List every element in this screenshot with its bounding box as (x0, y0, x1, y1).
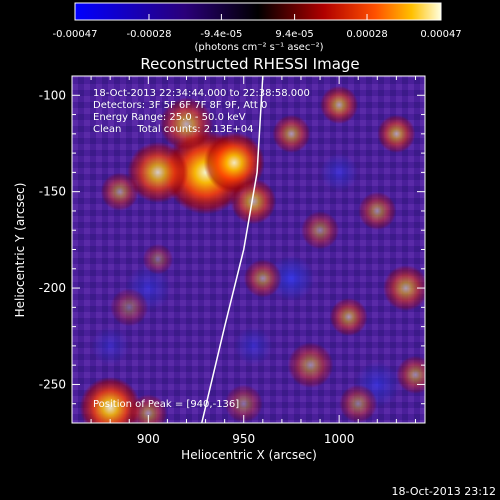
colorbar-tick-label: -0.00028 (126, 29, 171, 40)
y-tick-label: -150 (39, 185, 66, 199)
emission-blob (100, 172, 139, 211)
x-tick-label: 1000 (324, 432, 355, 446)
colorbar-tick-label: -9.4e-05 (200, 29, 242, 40)
x-axis-label: Heliocentric X (arcsec) (181, 448, 317, 462)
cold-spot (320, 153, 359, 192)
colorbar-tick-label: 9.4e-05 (275, 29, 313, 40)
y-tick-label: -200 (39, 281, 66, 295)
emission-blob (110, 288, 149, 327)
emission-blob (129, 394, 168, 423)
colorbar (74, 2, 442, 21)
annotation-detectors: Detectors: 3F 5F 6F 7F 8F 9F, Att 0 (93, 100, 267, 111)
emission-blob (79, 377, 141, 423)
x-axis-ticks: 900 950 1000 (90, 76, 416, 446)
emission-blob (358, 191, 397, 231)
x-tick-label: 900 (137, 432, 160, 446)
footer-timestamp: 18-Oct-2013 23:12 (392, 485, 496, 498)
y-tick-label: -100 (39, 88, 66, 102)
colorbar-tick-label: 0.00047 (420, 29, 461, 40)
emission-blob (300, 211, 340, 250)
emission-blob (329, 297, 368, 337)
emission-blob (243, 259, 282, 298)
peak-label: Position of Peak = [940,-136] (93, 399, 239, 410)
colorbar-tick-label: 0.00028 (346, 29, 387, 40)
y-axis-label: Heliocentric Y (arcsec) (13, 183, 27, 318)
emission-blob (142, 243, 174, 275)
y-tick-label: -250 (39, 377, 66, 391)
emission-blob (159, 97, 214, 151)
cold-spot (268, 255, 315, 302)
cold-spot (91, 326, 130, 365)
emission-blob (287, 342, 334, 389)
x-tick-label: 950 (232, 432, 255, 446)
emission-blob (320, 85, 359, 124)
chart-title: Reconstructed RHESSI Image (140, 55, 359, 73)
emission-blob (127, 141, 189, 203)
emission-blob (224, 384, 263, 423)
colorbar-tick-label: -0.00047 (53, 29, 98, 40)
emission-regions (79, 85, 425, 423)
emission-blob (230, 178, 277, 225)
emission-blob (396, 355, 425, 394)
colorbar-units: (photons cm⁻² s⁻¹ asec⁻²) (194, 42, 323, 53)
emission-blob (377, 114, 416, 153)
annotation-time: 18-Oct-2013 22:34:44.000 to 22:38:58.000 (93, 88, 310, 99)
y-axis-ticks: -100 -150 -200 -250 (39, 75, 425, 405)
emission-blob (203, 132, 265, 194)
colorbar-ticks: -0.00047 -0.00028 -9.4e-05 9.4e-05 0.00028 0.… (53, 14, 462, 40)
solar-limb (201, 76, 264, 423)
cold-spot (234, 326, 273, 365)
annotation-clean: Clean Total counts: 2.13E+04 (93, 124, 253, 135)
emission-blob (383, 265, 425, 311)
emission-blob (339, 384, 378, 423)
emission-blob (272, 114, 311, 153)
annotation-energy: Energy Range: 25.0 - 50.0 keV (93, 112, 246, 123)
